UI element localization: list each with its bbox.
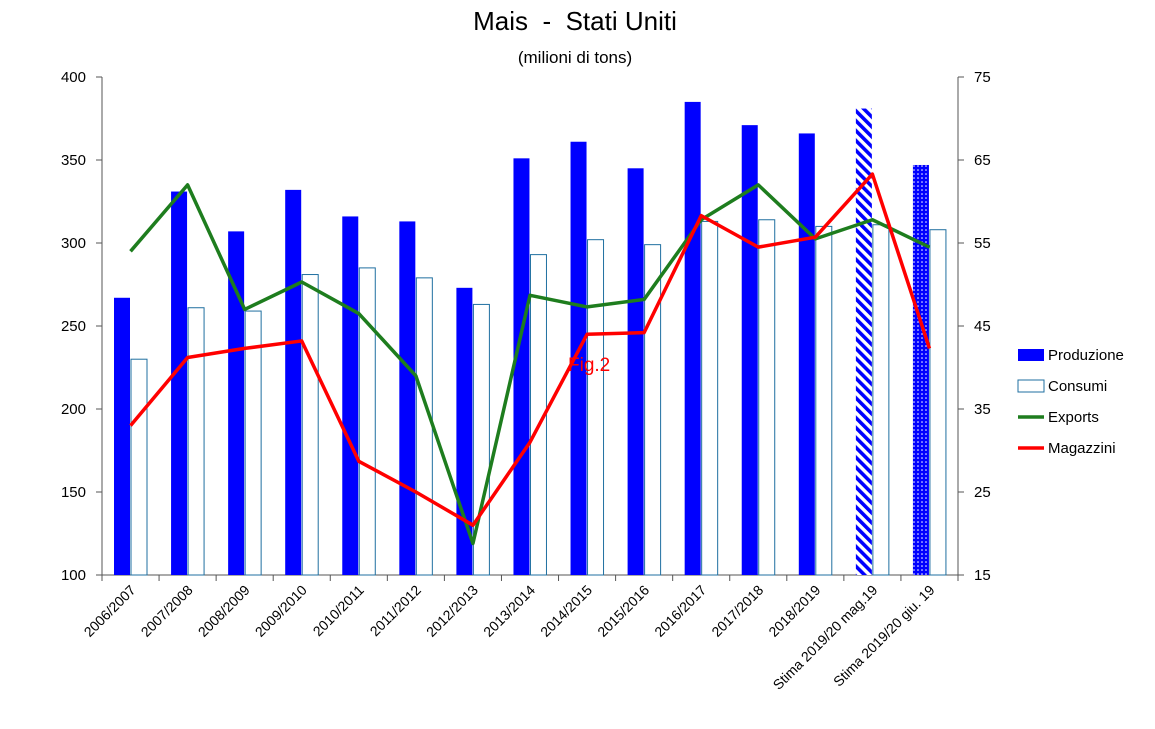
bar-consumi [187, 307, 205, 576]
y-right-tick-label: 15 [974, 567, 991, 584]
y-right-tick-label: 35 [974, 401, 991, 418]
bar-produzione [399, 221, 416, 576]
annotation-fig2: Fig.2 [568, 355, 610, 376]
legend: Produzione Consumi Exports Magazzini [1017, 347, 1124, 457]
x-tick-label: 2016/2017 [651, 582, 709, 640]
bar-consumi [815, 225, 833, 576]
legend-label: Produzione [1048, 347, 1124, 364]
line-exports [129, 183, 931, 546]
x-tick-label: 2010/2011 [310, 582, 368, 640]
bar-produzione [684, 101, 701, 576]
x-tick-label: 2006/2007 [81, 582, 139, 640]
bar-consumi [415, 277, 433, 576]
chart-subtitle: (milioni di tons) [518, 48, 632, 67]
bar-produzione [114, 297, 130, 575]
y-left-tick-label: 200 [61, 401, 86, 418]
y-left-tick-label: 300 [61, 235, 86, 252]
bar-consumi [701, 220, 719, 576]
x-tick-label: 2014/2015 [537, 582, 595, 640]
y-right-tick-label: 75 [974, 69, 991, 86]
bar-produzione [228, 231, 245, 575]
legend-label: Consumi [1048, 378, 1107, 395]
x-tick-label: Stima 2019/20 mag.19 [770, 582, 881, 693]
legend-swatch [1017, 379, 1045, 393]
bar-consumi [130, 358, 148, 576]
y-right-tick-label: 45 [974, 318, 991, 335]
legend-swatch [1018, 349, 1044, 361]
bar-produzione [285, 189, 302, 575]
bar-consumi [358, 267, 376, 576]
x-tick-label: Stima 2019/20 giu. 19 [830, 582, 938, 690]
y-right-tick-label: 25 [974, 484, 991, 501]
bar-produzione [513, 158, 530, 575]
y-left-tick-label: 350 [61, 152, 86, 169]
y-right-tick-label: 55 [974, 235, 991, 252]
bar-consumi [929, 229, 947, 576]
bar-produzione [171, 191, 188, 576]
bar-produzione [627, 168, 644, 576]
bar-consumi [301, 274, 319, 576]
y-left-tick-label: 100 [61, 567, 86, 584]
legend-label: Exports [1048, 409, 1099, 426]
x-tick-label: 2013/2014 [480, 582, 538, 640]
x-tick-label: 2017/2018 [708, 582, 766, 640]
y-left-tick-label: 250 [61, 318, 86, 335]
x-tick-label: 2011/2012 [367, 582, 425, 640]
y-left-tick-label: 150 [61, 484, 86, 501]
line-magazzini [129, 172, 932, 527]
x-tick-label: 2009/2010 [252, 582, 310, 640]
bar-consumi [872, 224, 890, 576]
bar-consumi [758, 219, 776, 576]
plot-area: 100 150 200 250 300 350 400 15 25 35 45 55 65 75 2006/… [61, 69, 991, 693]
x-tick-label: 2007/2008 [138, 582, 196, 640]
bar-consumi [587, 239, 605, 576]
legend-label: Magazzini [1048, 440, 1116, 457]
chart-title: Mais - Stati Uniti [473, 6, 677, 36]
bar-produzione [741, 125, 758, 575]
x-tick-label: 2012/2013 [423, 582, 481, 640]
bar-produzione [912, 164, 929, 576]
y-left-tick-label: 400 [61, 69, 86, 86]
bar-produzione [570, 141, 587, 576]
y-right-tick-label: 65 [974, 152, 991, 169]
bar-produzione [798, 133, 815, 575]
bar-produzione [342, 216, 359, 575]
x-tick-label: 2018/2019 [765, 582, 823, 640]
bar-consumi [244, 310, 262, 576]
x-tick-label: 2015/2016 [594, 582, 652, 640]
bar-consumi [529, 254, 547, 576]
x-tick-label: 2008/2009 [195, 582, 253, 640]
